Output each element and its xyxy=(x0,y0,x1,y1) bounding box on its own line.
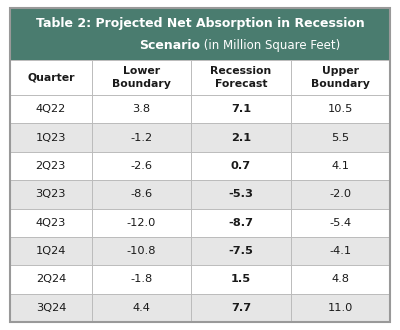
Text: -2.6: -2.6 xyxy=(130,161,152,171)
Text: -1.2: -1.2 xyxy=(130,133,152,143)
Text: -2.0: -2.0 xyxy=(329,189,352,199)
Text: -8.7: -8.7 xyxy=(228,218,254,228)
Text: 3Q24: 3Q24 xyxy=(36,303,66,313)
Text: -4.1: -4.1 xyxy=(329,246,352,256)
Text: 4.1: 4.1 xyxy=(332,161,350,171)
Text: Scenario: Scenario xyxy=(139,39,200,52)
Bar xyxy=(10,265,390,294)
Text: 2Q24: 2Q24 xyxy=(36,275,66,284)
Text: 4Q23: 4Q23 xyxy=(36,218,66,228)
Text: -5.3: -5.3 xyxy=(228,189,254,199)
Bar xyxy=(10,180,390,209)
Text: 2Q23: 2Q23 xyxy=(36,161,66,171)
Text: 4.8: 4.8 xyxy=(332,275,350,284)
Text: -1.8: -1.8 xyxy=(130,275,153,284)
Text: Upper
Boundary: Upper Boundary xyxy=(311,66,370,89)
Bar xyxy=(10,209,390,237)
Text: 3Q23: 3Q23 xyxy=(36,189,66,199)
Text: 4Q22: 4Q22 xyxy=(36,104,66,114)
Bar xyxy=(10,237,390,265)
Bar xyxy=(10,294,390,322)
Text: 10.5: 10.5 xyxy=(328,104,353,114)
Text: 1.5: 1.5 xyxy=(231,275,251,284)
Text: (in Million Square Feet): (in Million Square Feet) xyxy=(200,39,340,52)
Text: 1Q23: 1Q23 xyxy=(36,133,66,143)
Text: 7.7: 7.7 xyxy=(231,303,251,313)
Text: 2.1: 2.1 xyxy=(231,133,251,143)
Text: 7.1: 7.1 xyxy=(231,104,251,114)
Text: 0.7: 0.7 xyxy=(231,161,251,171)
Text: Recession
Forecast: Recession Forecast xyxy=(210,66,272,89)
Text: -5.4: -5.4 xyxy=(329,218,352,228)
Text: -12.0: -12.0 xyxy=(127,218,156,228)
Text: -8.6: -8.6 xyxy=(130,189,152,199)
Text: 1Q24: 1Q24 xyxy=(36,246,66,256)
Bar xyxy=(10,95,390,123)
Bar xyxy=(10,123,390,152)
Text: 3.8: 3.8 xyxy=(132,104,150,114)
Bar xyxy=(10,8,390,60)
Text: 5.5: 5.5 xyxy=(331,133,350,143)
Text: Lower
Boundary: Lower Boundary xyxy=(112,66,171,89)
Text: -10.8: -10.8 xyxy=(127,246,156,256)
Text: Quarter: Quarter xyxy=(27,73,74,82)
Bar xyxy=(10,60,390,95)
Text: -7.5: -7.5 xyxy=(229,246,254,256)
Text: 4.4: 4.4 xyxy=(132,303,150,313)
Text: 11.0: 11.0 xyxy=(328,303,353,313)
Bar xyxy=(10,152,390,180)
Text: Table 2: Projected Net Absorption in Recession: Table 2: Projected Net Absorption in Rec… xyxy=(36,17,364,30)
